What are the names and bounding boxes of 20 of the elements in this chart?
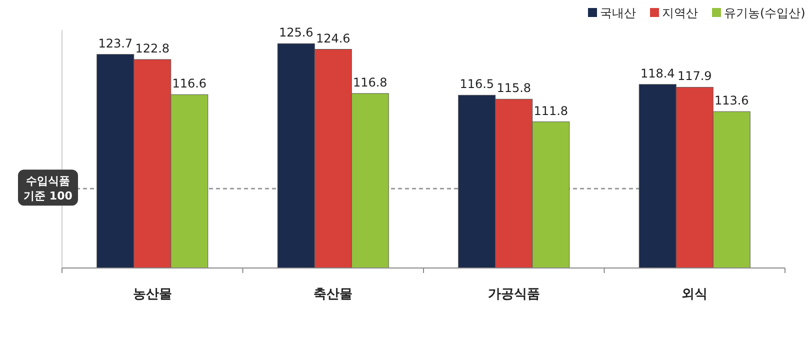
data-label: 118.4 <box>640 66 675 80</box>
data-label: 111.8 <box>534 104 568 118</box>
data-label: 116.6 <box>172 76 207 91</box>
legend-label: 유기농(수입산) <box>724 6 806 20</box>
data-label: 125.6 <box>278 26 314 40</box>
data-label: 116.8 <box>352 75 388 90</box>
data-label: 117.9 <box>677 69 712 84</box>
data-label: 116.5 <box>460 77 494 92</box>
legend-label: 국내산 <box>600 6 636 20</box>
data-label: 123.7 <box>98 36 133 50</box>
ref-line-label: 수입식품 기준 100 <box>24 174 73 203</box>
x-tick-label: 농산물 <box>132 287 172 302</box>
x-tick-label: 외식 <box>682 287 708 302</box>
legend-label: 지역산 <box>662 6 698 20</box>
x-tick-label: 가공식품 <box>488 287 540 302</box>
data-label: 124.6 <box>316 31 350 46</box>
x-tick-label: 축산물 <box>314 287 353 302</box>
data-label: 122.8 <box>135 41 170 56</box>
data-label: 113.6 <box>714 94 749 108</box>
data-label: 115.8 <box>496 81 532 96</box>
